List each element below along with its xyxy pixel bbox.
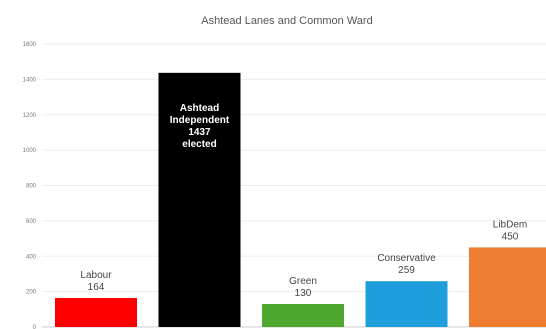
y-tick-label: 1600	[23, 42, 37, 48]
y-tick-label: 0	[33, 325, 37, 329]
data-label: 259	[398, 265, 415, 276]
bar-libdem	[469, 247, 546, 327]
data-label: 450	[502, 231, 519, 242]
data-label: Conservative	[377, 253, 436, 264]
gridlines	[42, 43, 546, 328]
y-tick-label: 800	[26, 184, 37, 190]
data-label: Independent	[170, 115, 230, 126]
y-tick-label: 200	[26, 290, 37, 296]
data-label: Green	[289, 276, 317, 287]
data-label: 1437	[188, 127, 211, 138]
bar-labour	[55, 297, 137, 327]
bars	[55, 72, 546, 327]
y-tick-label: 600	[26, 219, 37, 225]
y-tick-label: 1400	[23, 77, 37, 83]
data-label: elected	[182, 139, 216, 150]
data-label: LibDem	[493, 219, 527, 230]
data-label: Labour	[80, 270, 112, 281]
y-axis-ticks: 0 200 400 600 800 1000 1200 1400 1600	[23, 42, 37, 329]
data-label: 130	[295, 288, 312, 299]
data-label: 164	[88, 282, 105, 293]
bar-green	[262, 304, 344, 327]
y-tick-label: 1000	[23, 148, 37, 154]
bar-conservative	[365, 281, 448, 327]
chart-title: Ashtead Lanes and Common Ward	[201, 15, 372, 27]
bar-ashtead-independent	[158, 72, 241, 327]
y-tick-label: 1200	[23, 113, 37, 119]
data-label: Ashtead	[180, 103, 219, 114]
y-tick-label: 400	[26, 254, 37, 260]
